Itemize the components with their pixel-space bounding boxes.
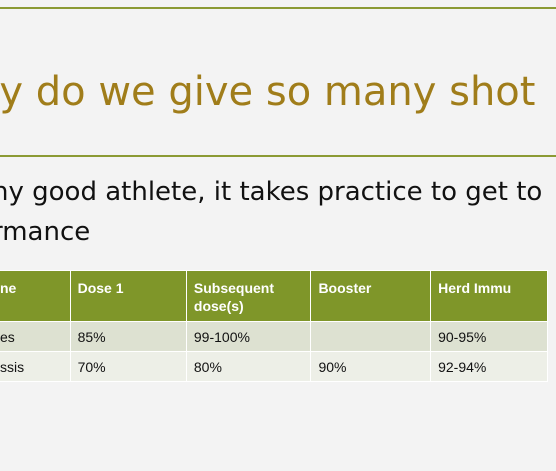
slide-title: hy do we give so many shot: [0, 69, 536, 115]
table-header-row: ne Dose 1 Subsequent dose(s) Booster Her…: [0, 270, 548, 322]
table-row: es 85% 99-100% 90-95%: [0, 321, 548, 352]
header-dose-1: Dose 1: [69, 270, 187, 322]
top-divider: [0, 7, 556, 9]
cell-herd-immunity: 92-94%: [430, 351, 548, 382]
table-row: ssis 70% 80% 90% 92-94%: [0, 351, 548, 382]
bullet-line-2: rmance: [0, 217, 91, 247]
cell-subsequent-doses: 80%: [185, 351, 312, 382]
cell-subsequent-doses: 99-100%: [185, 321, 312, 352]
vaccine-efficacy-table: ne Dose 1 Subsequent dose(s) Booster Her…: [0, 270, 548, 382]
cell-dose-1: 70%: [69, 351, 187, 382]
header-vaccine: ne: [0, 270, 71, 322]
cell-dose-1: 85%: [69, 321, 187, 352]
cell-booster: [310, 321, 432, 352]
bullet-line-1: ny good athlete, it takes practice to ge…: [0, 177, 543, 207]
cell-herd-immunity: 90-95%: [430, 321, 548, 352]
cell-vaccine: ssis: [0, 351, 71, 382]
header-booster: Booster: [310, 270, 432, 322]
title-divider: [0, 155, 556, 157]
header-subsequent-doses: Subsequent dose(s): [185, 270, 312, 322]
cell-vaccine: es: [0, 321, 71, 352]
header-herd-immunity: Herd Immu: [430, 270, 548, 322]
cell-booster: 90%: [310, 351, 432, 382]
bullet-text: ny good athlete, it takes practice to ge…: [0, 172, 556, 252]
